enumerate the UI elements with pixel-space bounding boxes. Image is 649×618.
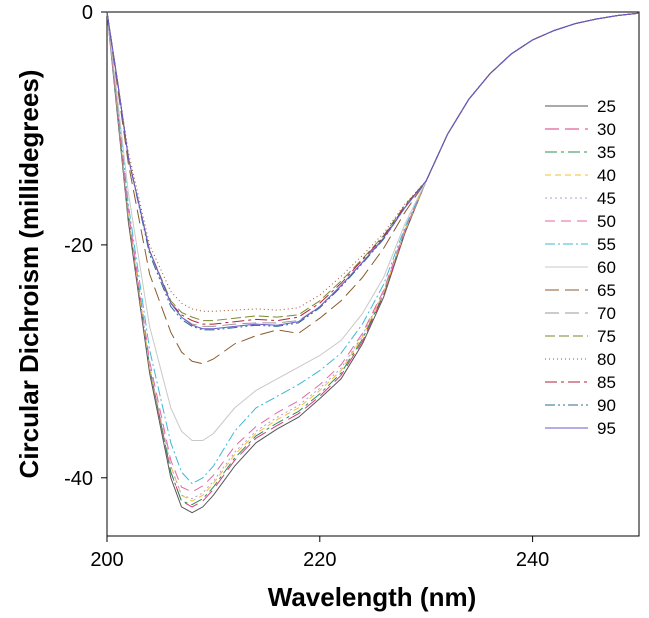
- legend-label-30: 30: [597, 120, 616, 139]
- series-layer: [106, 11, 640, 514]
- x-axis-title: Wavelength (nm): [268, 582, 476, 612]
- legend-label-60: 60: [597, 258, 616, 277]
- legend-label-50: 50: [597, 212, 616, 231]
- series-line-50: [106, 11, 640, 493]
- legend-label-35: 35: [597, 143, 616, 162]
- x-tick-label: 220: [303, 549, 336, 571]
- series-line-40: [106, 11, 640, 502]
- y-tick-label: -20: [64, 235, 93, 257]
- legend-label-95: 95: [597, 419, 616, 438]
- y-axis-ticks: 0 -20 -40: [64, 2, 107, 490]
- legend-label-65: 65: [597, 281, 616, 300]
- legend-label-90: 90: [597, 396, 616, 415]
- y-tick-label: -40: [64, 468, 93, 490]
- x-tick-label: 240: [516, 549, 549, 571]
- legend-label-80: 80: [597, 350, 616, 369]
- legend-label-40: 40: [597, 166, 616, 185]
- legend-label-45: 45: [597, 189, 616, 208]
- x-tick-label: 200: [90, 549, 123, 571]
- series-line-95: [106, 11, 640, 330]
- plot-area: [106, 11, 640, 537]
- legend-label-75: 75: [597, 327, 616, 346]
- legend-label-25: 25: [597, 97, 616, 116]
- y-axis-title: Circular Dichroism (millidegrees): [14, 70, 44, 479]
- legend-label-70: 70: [597, 304, 616, 323]
- y-tick-label: 0: [82, 2, 93, 24]
- series-line-80: [106, 11, 640, 312]
- legend-label-85: 85: [597, 373, 616, 392]
- legend: 25 30 35 40 45 50 55 60 65 70 75 80 85 90 95: [545, 97, 616, 438]
- legend-label-55: 55: [597, 235, 616, 254]
- x-axis-ticks: 200 220 240: [90, 536, 549, 571]
